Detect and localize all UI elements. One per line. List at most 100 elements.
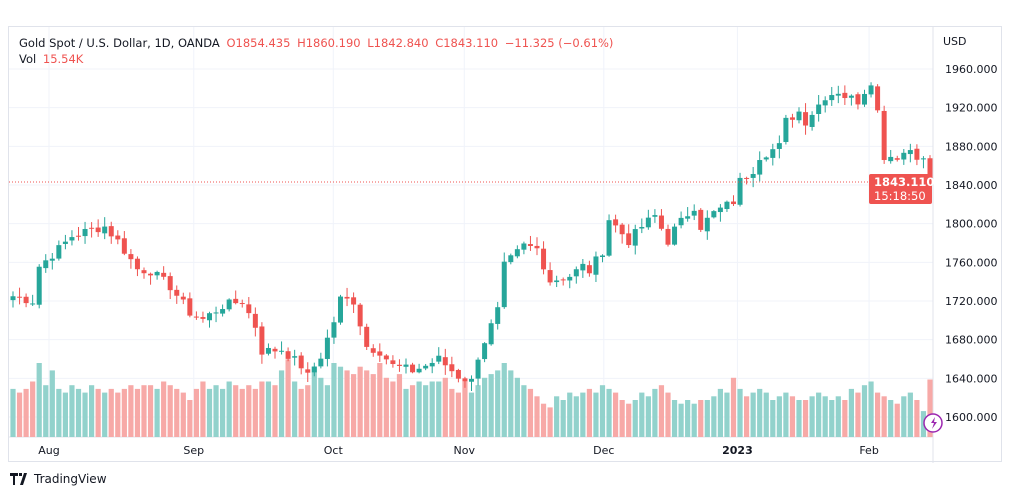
volume-bar — [606, 388, 612, 437]
price-tick-label: 1920.000 — [945, 102, 998, 115]
volume-bar — [141, 385, 147, 437]
volume-bar — [180, 392, 186, 437]
volume-bar — [901, 396, 907, 437]
candle-body — [416, 368, 422, 373]
volume-bar — [442, 377, 448, 437]
time-tick-label: 2023 — [722, 444, 753, 457]
candle-body — [410, 364, 416, 373]
volume-bar — [730, 377, 737, 437]
tradingview-logo[interactable]: TradingView — [10, 472, 107, 486]
candle-body — [698, 209, 704, 230]
volume-bar — [868, 381, 874, 437]
candle-body — [600, 255, 605, 257]
candle-body — [580, 263, 586, 271]
candle-body — [396, 364, 402, 366]
currency-label: USD — [943, 35, 967, 48]
candle-body — [292, 356, 298, 358]
chart-frame[interactable]: 1960.000 1920.000 1880.000 1840.000 1800.000… — [8, 26, 1003, 463]
candle-body — [514, 249, 520, 257]
candle-body — [148, 273, 154, 276]
candle-body — [842, 92, 848, 99]
candle-body — [305, 369, 311, 373]
volume-bar — [429, 381, 435, 437]
candle-body — [822, 100, 828, 106]
candle-body — [547, 270, 553, 283]
volume-bar — [495, 370, 501, 437]
volume-bar — [36, 363, 42, 437]
candlestick-chart[interactable]: 1960.000 1920.000 1880.000 1840.000 1800.000… — [9, 27, 1003, 463]
volume-bar — [416, 381, 422, 437]
candle-body — [370, 348, 376, 353]
candle-body — [442, 357, 448, 366]
candle-body — [403, 364, 409, 367]
volume-bar — [776, 396, 782, 437]
candle-body — [613, 219, 619, 226]
volume-bar — [311, 366, 317, 437]
volume-bar — [69, 385, 75, 437]
symbol-title[interactable]: Gold Spot / U.S. Dollar, 1D, OANDA — [19, 36, 220, 50]
volume-bar — [482, 377, 488, 437]
volume-bar — [324, 385, 330, 437]
candle-body — [174, 289, 180, 296]
volume-bar — [698, 400, 704, 437]
candle-body — [848, 95, 854, 98]
candle-body — [894, 158, 900, 160]
volume-bar — [383, 377, 389, 437]
candle-body — [606, 220, 612, 256]
candle-body — [757, 160, 763, 175]
candle-body — [541, 248, 547, 270]
volume-bar — [671, 400, 678, 437]
candle-body — [704, 217, 710, 232]
volume-value: 15.54K — [42, 52, 84, 66]
candle-body — [121, 238, 127, 254]
volume-bar — [639, 392, 645, 437]
candle-body — [311, 366, 317, 373]
candle-body — [770, 149, 776, 158]
candle-body — [816, 104, 822, 114]
volume-bar — [822, 396, 828, 437]
candle-body — [573, 269, 579, 277]
volume-bar — [580, 392, 586, 437]
candle-body — [108, 226, 114, 237]
candle-body — [901, 152, 907, 160]
price-tick-label: 1800.000 — [945, 218, 998, 231]
candle-body — [180, 296, 186, 300]
volume-bar — [789, 396, 796, 437]
candle-body — [717, 207, 723, 213]
candle-body — [43, 260, 49, 269]
candle-body — [285, 351, 291, 359]
candle-body — [619, 224, 625, 235]
candle-body — [501, 261, 507, 308]
candle-body — [554, 280, 560, 283]
candle-body — [338, 296, 343, 323]
volume-bar — [855, 392, 861, 437]
tradingview-logo-icon — [10, 473, 27, 485]
volume-bar — [894, 403, 900, 437]
candle-body — [560, 279, 566, 281]
volume-bar — [888, 400, 894, 437]
volume-bar — [717, 388, 723, 437]
candle-body — [357, 304, 363, 327]
volume-bar — [704, 400, 710, 437]
candle-body — [167, 276, 173, 291]
candle-body — [49, 258, 55, 261]
volume-bar — [619, 400, 625, 437]
candle-body — [488, 323, 494, 345]
volume-bar — [292, 381, 298, 437]
volume-bar — [802, 400, 809, 437]
price-tick-label: 1640.000 — [945, 372, 998, 385]
volume-bar — [449, 388, 455, 437]
volume-bar — [436, 381, 442, 437]
volume-bar — [816, 392, 822, 437]
candle-body — [862, 93, 867, 105]
candle-body — [318, 358, 324, 367]
candle-body — [233, 298, 239, 304]
volume-label[interactable]: Vol — [19, 52, 37, 66]
volume-bar — [914, 400, 920, 437]
volume-bar — [685, 400, 691, 437]
candle-body — [193, 316, 199, 318]
candle-body — [927, 158, 933, 182]
candle-body — [508, 255, 514, 263]
volume-bar — [115, 392, 121, 437]
time-tick-label: Sep — [183, 444, 204, 457]
